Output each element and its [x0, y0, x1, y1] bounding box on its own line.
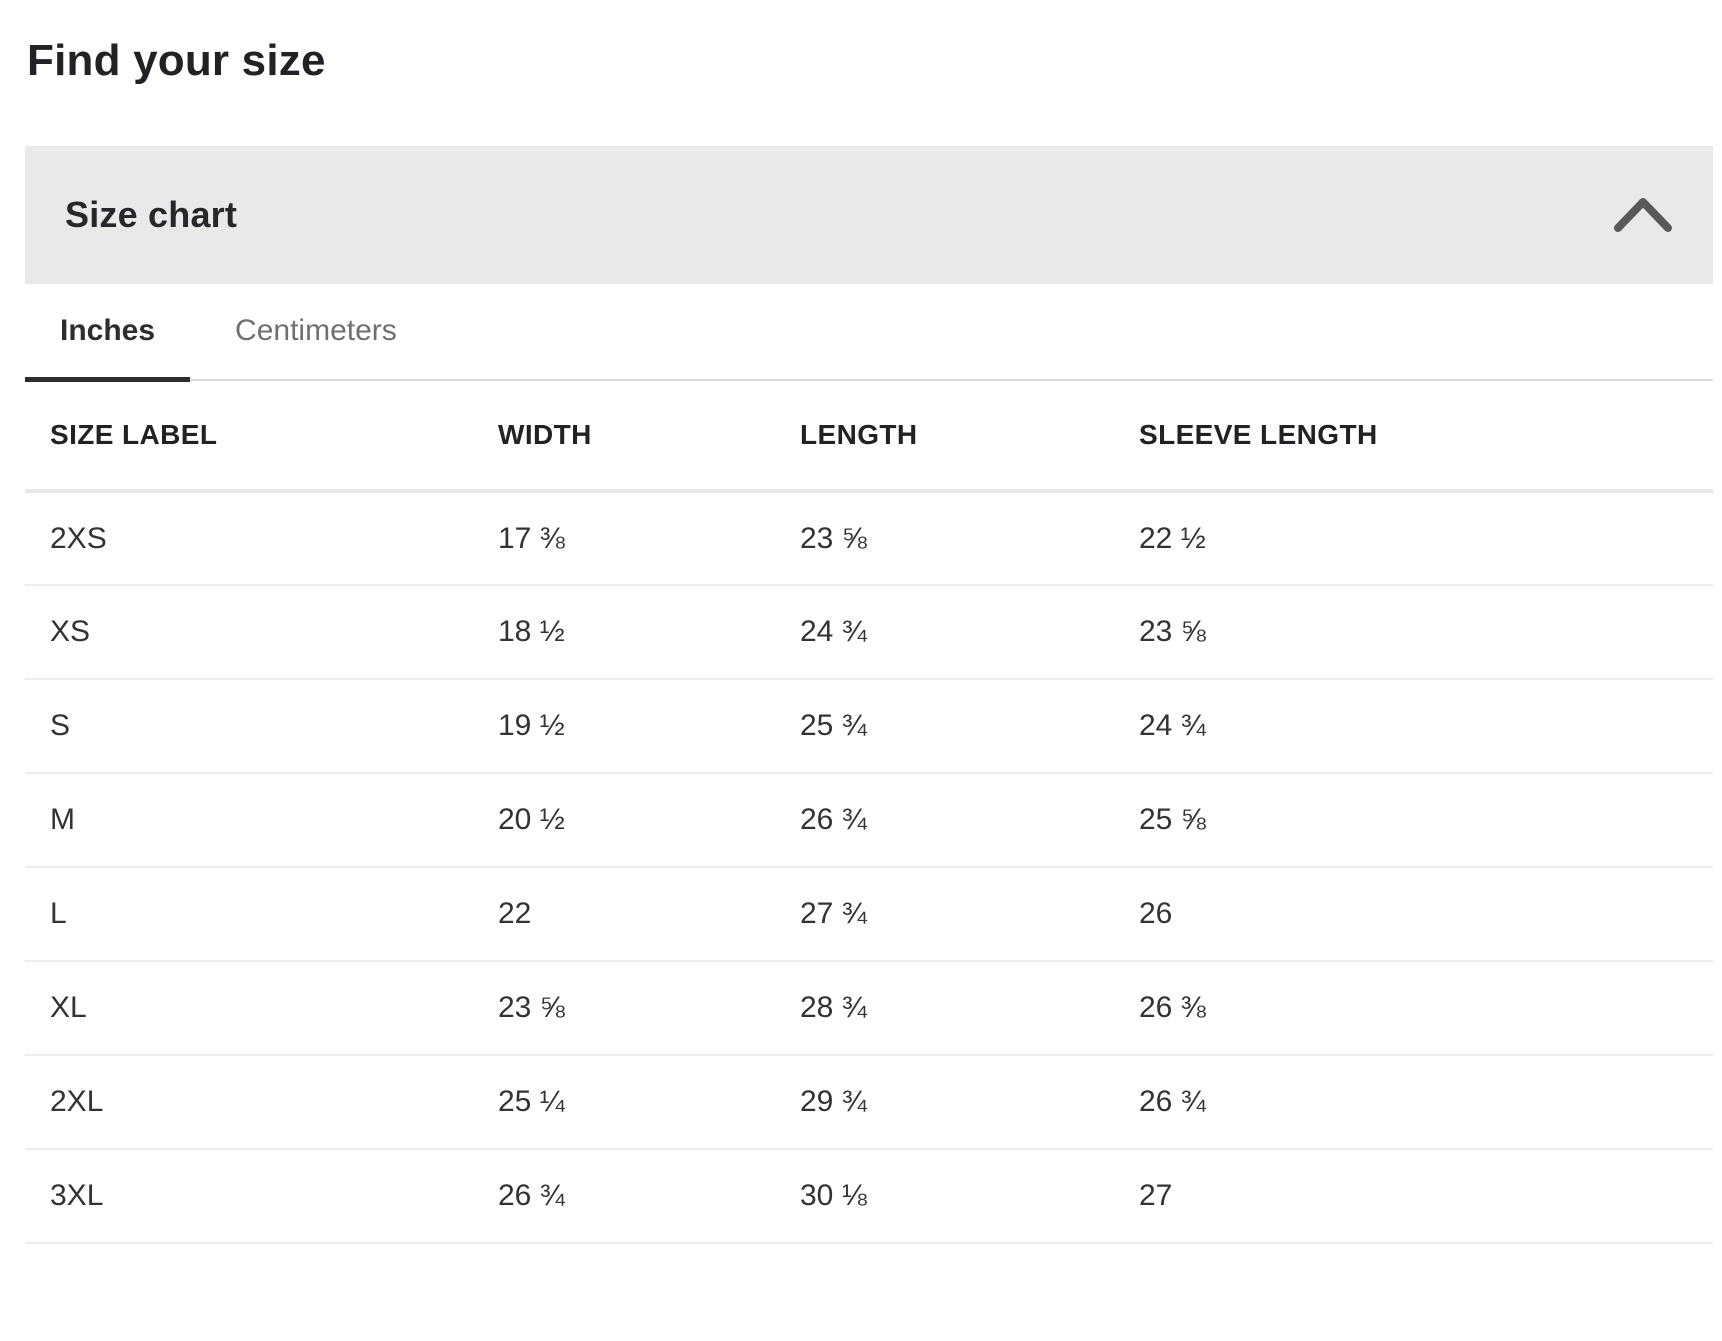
length-cell: 26 ¾ [775, 773, 1114, 868]
tab-centimeters[interactable]: Centimeters [200, 284, 432, 382]
length-cell: 27 ¾ [775, 867, 1114, 962]
chevron-up-icon[interactable] [1613, 196, 1673, 234]
sleeve-length-cell: 26 ⅜ [1114, 961, 1713, 1056]
col-header-size-label: SIZE LABEL [25, 381, 473, 493]
length-cell: 29 ¾ [775, 1055, 1114, 1150]
width-cell: 19 ½ [473, 679, 775, 774]
size-label-cell: XL [25, 961, 473, 1056]
sleeve-length-cell: 26 [1114, 867, 1713, 962]
size-label-cell: XS [25, 585, 473, 680]
table-row: XS 18 ½ 24 ¾ 23 ⅝ [25, 585, 1713, 680]
sleeve-length-cell: 23 ⅝ [1114, 585, 1713, 680]
tab-centimeters-label: Centimeters [235, 313, 397, 347]
size-label-cell: M [25, 773, 473, 868]
accordion-title: Size chart [65, 194, 238, 235]
width-cell: 23 ⅝ [473, 961, 775, 1056]
length-cell: 25 ¾ [775, 679, 1114, 774]
size-label-cell: 3XL [25, 1149, 473, 1244]
length-cell: 28 ¾ [775, 961, 1114, 1056]
table-row: 3XL 26 ¾ 30 ⅛ 27 [25, 1149, 1713, 1244]
length-cell: 24 ¾ [775, 585, 1114, 680]
width-cell: 17 ⅜ [473, 491, 775, 586]
sleeve-length-cell: 25 ⅝ [1114, 773, 1713, 868]
sleeve-length-cell: 24 ¾ [1114, 679, 1713, 774]
table-row: L 22 27 ¾ 26 [25, 867, 1713, 962]
col-header-sleeve-length: SLEEVE LENGTH [1114, 381, 1713, 493]
sleeve-length-cell: 27 [1114, 1149, 1713, 1244]
unit-tabs: Inches Centimeters [25, 284, 1713, 382]
width-cell: 18 ½ [473, 585, 775, 680]
col-header-width: WIDTH [473, 381, 775, 493]
width-cell: 20 ½ [473, 773, 775, 868]
sleeve-length-cell: 26 ¾ [1114, 1055, 1713, 1150]
tab-inches[interactable]: Inches [25, 284, 191, 382]
length-cell: 30 ⅛ [775, 1149, 1114, 1244]
tab-inches-label: Inches [60, 313, 156, 347]
size-label-cell: S [25, 679, 473, 774]
size-chart-accordion-header[interactable]: Size chart [25, 146, 1713, 284]
width-cell: 25 ¼ [473, 1055, 775, 1150]
table-header-row: SIZE LABEL WIDTH LENGTH SLEEVE LENGTH [25, 381, 1713, 493]
table-row: 2XS 17 ⅜ 23 ⅝ 22 ½ [25, 491, 1713, 586]
size-label-cell: 2XS [25, 491, 473, 586]
table-row: 2XL 25 ¼ 29 ¾ 26 ¾ [25, 1055, 1713, 1150]
table-row: M 20 ½ 26 ¾ 25 ⅝ [25, 773, 1713, 868]
table-row: S 19 ½ 25 ¾ 24 ¾ [25, 679, 1713, 774]
size-label-cell: 2XL [25, 1055, 473, 1150]
page-title: Find your size [27, 36, 326, 85]
table-row: XL 23 ⅝ 28 ¾ 26 ⅜ [25, 961, 1713, 1056]
size-label-cell: L [25, 867, 473, 962]
size-table: SIZE LABEL WIDTH LENGTH SLEEVE LENGTH 2X… [25, 381, 1713, 1244]
width-cell: 22 [473, 867, 775, 962]
sleeve-length-cell: 22 ½ [1114, 491, 1713, 586]
col-header-length: LENGTH [775, 381, 1114, 493]
width-cell: 26 ¾ [473, 1149, 775, 1244]
length-cell: 23 ⅝ [775, 491, 1114, 586]
